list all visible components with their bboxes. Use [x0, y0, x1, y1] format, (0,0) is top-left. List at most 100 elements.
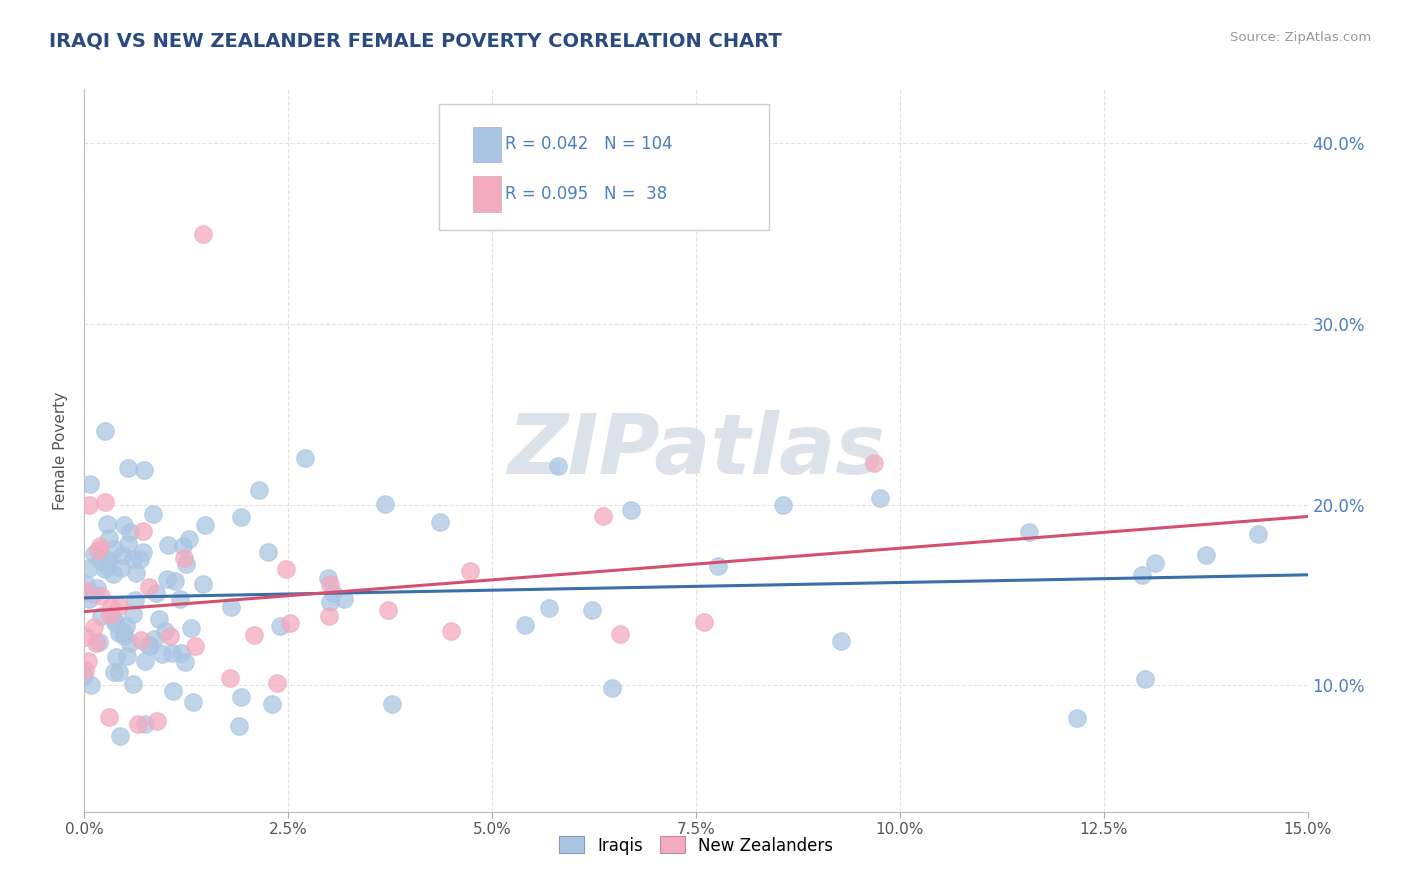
- Point: [77, 561, 100, 575]
- Point: [581, 602, 603, 616]
- Point: [318, 609, 340, 624]
- Point: [79, 678, 101, 692]
- Point: [117, 461, 139, 475]
- Point: [143, 632, 166, 646]
- Point: [266, 676, 288, 690]
- Point: [169, 592, 191, 607]
- Point: [269, 619, 291, 633]
- Point: [108, 626, 131, 640]
- Point: [1018, 524, 1040, 539]
- Point: [180, 621, 202, 635]
- Point: [121, 607, 143, 622]
- Point: [219, 600, 242, 615]
- Point: [537, 601, 560, 615]
- Point: [177, 532, 200, 546]
- Point: [231, 690, 253, 705]
- Point: [94, 561, 117, 575]
- Point: [75, 576, 97, 591]
- Point: [98, 607, 121, 622]
- Point: [128, 552, 150, 566]
- Point: [458, 564, 481, 578]
- Point: [229, 510, 252, 524]
- Text: ZIPatlas: ZIPatlas: [508, 410, 884, 491]
- Point: [381, 697, 404, 711]
- Point: [104, 615, 127, 630]
- Point: [440, 624, 463, 638]
- Point: [256, 545, 278, 559]
- Point: [869, 491, 891, 505]
- Point: [153, 624, 176, 639]
- Point: [1195, 548, 1218, 562]
- Point: [103, 614, 125, 628]
- Point: [247, 483, 270, 497]
- Point: [172, 539, 194, 553]
- Point: [547, 458, 569, 473]
- Point: [377, 603, 399, 617]
- Point: [515, 617, 537, 632]
- Point: [163, 574, 186, 588]
- Point: [278, 615, 301, 630]
- Point: [82, 587, 104, 601]
- Point: [118, 636, 141, 650]
- Point: [1133, 672, 1156, 686]
- Point: [73, 664, 96, 678]
- Point: [600, 681, 623, 695]
- Point: [83, 620, 105, 634]
- Point: [77, 498, 100, 512]
- Point: [157, 538, 180, 552]
- Point: [150, 647, 173, 661]
- Point: [609, 627, 631, 641]
- Point: [174, 557, 197, 571]
- Point: [103, 541, 125, 556]
- Point: [89, 539, 111, 553]
- Point: [125, 566, 148, 580]
- Point: [159, 629, 181, 643]
- Point: [89, 552, 111, 566]
- Point: [138, 580, 160, 594]
- Point: [77, 591, 100, 606]
- Point: [145, 585, 167, 599]
- Point: [322, 586, 344, 600]
- Point: [96, 559, 118, 574]
- Point: [129, 633, 152, 648]
- Point: [160, 646, 183, 660]
- Point: [146, 714, 169, 729]
- Point: [115, 648, 138, 663]
- Text: Source: ZipAtlas.com: Source: ZipAtlas.com: [1230, 31, 1371, 45]
- Point: [97, 531, 120, 545]
- Point: [148, 612, 170, 626]
- Point: [87, 542, 110, 557]
- Point: [316, 571, 339, 585]
- Point: [97, 553, 120, 567]
- Point: [243, 628, 266, 642]
- Y-axis label: Female Poverty: Female Poverty: [53, 392, 69, 509]
- Point: [1247, 527, 1270, 541]
- Point: [134, 463, 156, 477]
- Point: [139, 639, 162, 653]
- Point: [79, 477, 101, 491]
- Point: [108, 599, 131, 613]
- Point: [174, 655, 197, 669]
- Point: [260, 697, 283, 711]
- Point: [319, 595, 342, 609]
- Point: [319, 576, 342, 591]
- Point: [181, 695, 204, 709]
- Point: [219, 671, 242, 685]
- Point: [620, 503, 643, 517]
- Point: [110, 560, 132, 574]
- Point: [84, 635, 107, 649]
- Point: [173, 550, 195, 565]
- Point: [170, 646, 193, 660]
- Point: [592, 508, 614, 523]
- Point: [108, 665, 131, 680]
- Point: [90, 589, 112, 603]
- Point: [191, 227, 214, 241]
- Point: [104, 650, 127, 665]
- Point: [124, 593, 146, 607]
- Point: [100, 600, 122, 615]
- Point: [121, 676, 143, 690]
- Point: [1143, 557, 1166, 571]
- Point: [132, 524, 155, 539]
- Text: IRAQI VS NEW ZEALANDER FEMALE POVERTY CORRELATION CHART: IRAQI VS NEW ZEALANDER FEMALE POVERTY CO…: [49, 31, 782, 50]
- Point: [374, 498, 396, 512]
